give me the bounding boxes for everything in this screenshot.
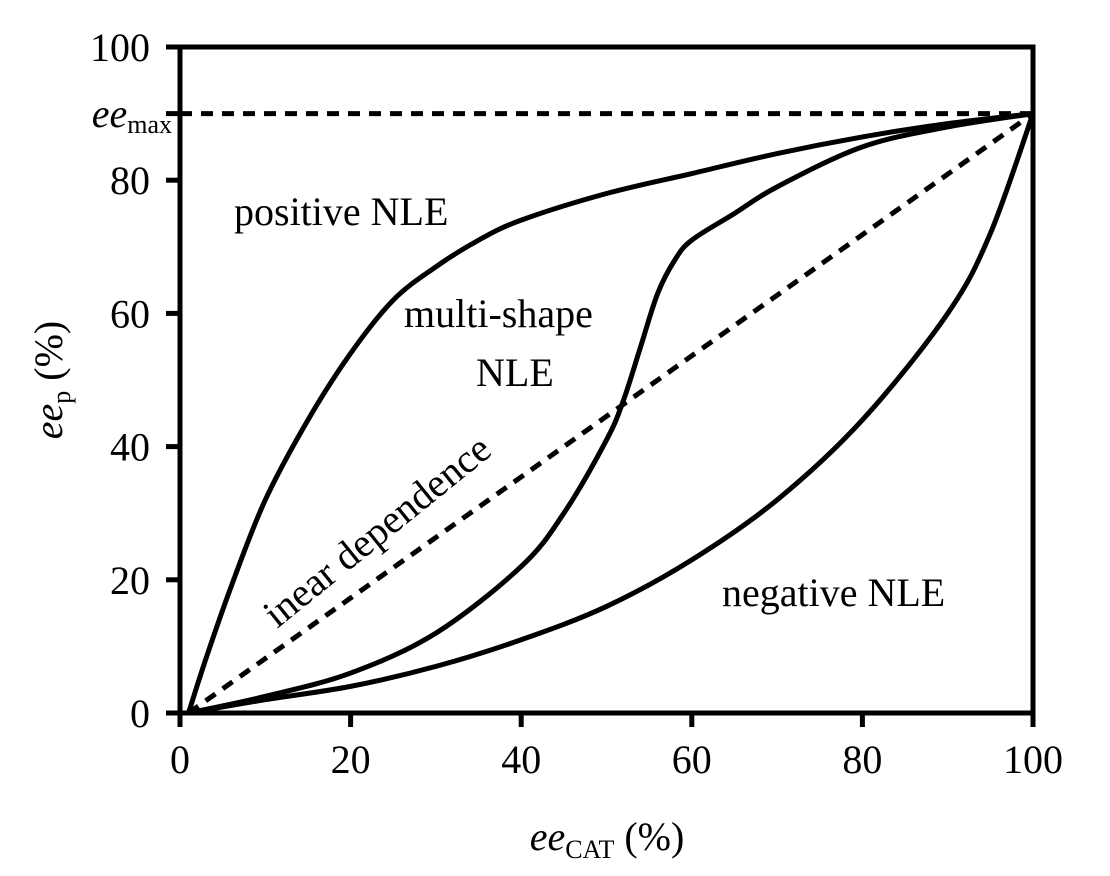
- multi-shape-label-line2: NLE: [476, 350, 554, 395]
- x-tick-label-0: 0: [170, 737, 190, 782]
- x-axis-title-sub: CAT: [565, 835, 614, 864]
- tick-marks: [166, 44, 1036, 727]
- x-tick-label-80: 80: [842, 737, 882, 782]
- series-negative-nle: [186, 111, 1036, 716]
- ee-max-label: eemax: [92, 91, 172, 139]
- x-axis-title: eeCAT (%): [530, 814, 685, 864]
- y-tick-label-0: 0: [130, 691, 150, 736]
- y-tick-label-80: 80: [110, 158, 150, 203]
- ee-max-main: ee: [92, 91, 128, 136]
- series-positive-nle: [186, 111, 1036, 716]
- plot-frame: [177, 44, 1036, 716]
- y-tick-label-40: 40: [110, 425, 150, 470]
- multi-shape-label-line1: multi-shape: [404, 291, 593, 336]
- series-multi-shape-nle: [186, 111, 1036, 716]
- y-axis-title-suffix: (%): [26, 321, 71, 391]
- positive-nle-label: positive NLE: [234, 189, 448, 234]
- x-tick-label-60: 60: [672, 737, 712, 782]
- x-tick-label-100: 100: [1003, 737, 1063, 782]
- x-axis-title-suffix: (%): [614, 814, 684, 859]
- y-tick-label-20: 20: [110, 558, 150, 603]
- x-tick-label-20: 20: [331, 737, 371, 782]
- y-tick-label-60: 60: [110, 291, 150, 336]
- tick-labels: 0 20 40 60 80 100 0 20 40 60 80 100: [90, 25, 1063, 782]
- ee-max-sub: max: [127, 110, 172, 139]
- negative-nle-label: negative NLE: [722, 570, 945, 615]
- y-axis-title: eep (%): [26, 321, 76, 439]
- y-axis-title-sub: p: [47, 391, 76, 404]
- series-group: [186, 111, 1036, 716]
- x-axis-title-main: ee: [530, 814, 566, 859]
- series-linear-dependence: [187, 111, 1035, 716]
- y-tick-label-100: 100: [90, 25, 150, 70]
- linear-dependence-label: inear dependence: [254, 426, 499, 636]
- x-tick-label-40: 40: [501, 737, 541, 782]
- y-axis-title-main: ee: [26, 404, 71, 440]
